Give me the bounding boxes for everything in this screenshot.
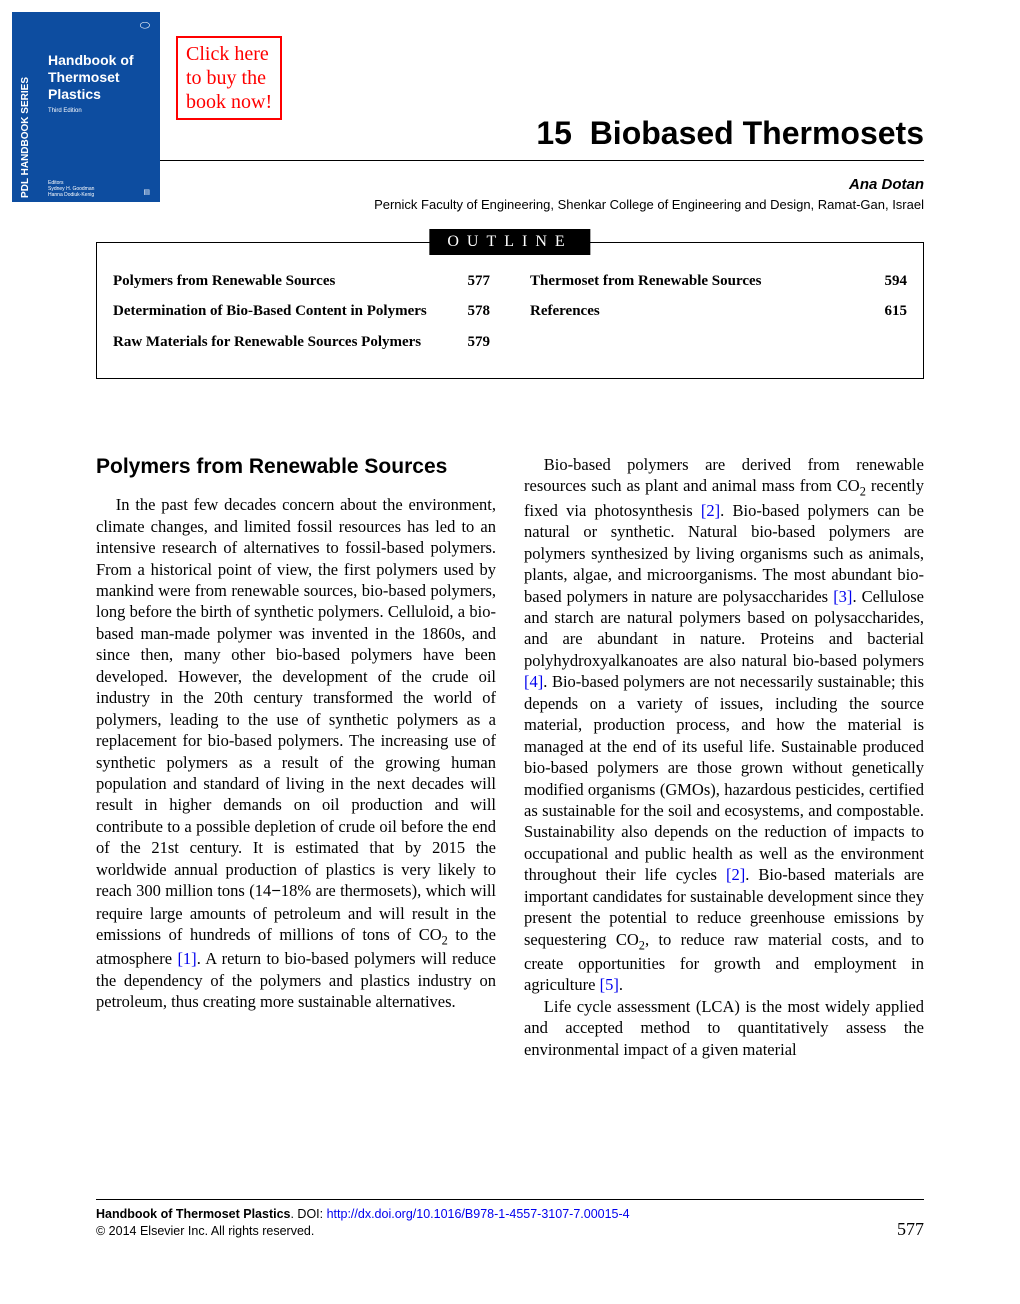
- reference-link[interactable]: [4]: [524, 672, 543, 691]
- author-block: Ana Dotan Pernick Faculty of Engineering…: [374, 176, 924, 212]
- body-text: Polymers from Renewable Sources In the p…: [96, 454, 924, 1060]
- author-affiliation: Pernick Faculty of Engineering, Shenkar …: [374, 197, 924, 212]
- chapter-header: 15 Biobased Thermosets: [160, 115, 924, 161]
- doi-link[interactable]: http://dx.doi.org/10.1016/B978-1-4557-31…: [327, 1207, 630, 1221]
- outline-item[interactable]: References 615: [530, 301, 907, 321]
- reference-link[interactable]: [5]: [600, 975, 619, 994]
- reference-link[interactable]: [1]: [177, 949, 196, 968]
- cover-editors: Editors Sydney H. Goodman Hanna Dodiuk-K…: [48, 180, 94, 198]
- chapter-title: Biobased Thermosets: [590, 115, 924, 151]
- author-name: Ana Dotan: [374, 176, 924, 193]
- body-paragraph: Life cycle assessment (LCA) is the most …: [524, 996, 924, 1060]
- buy-now-link[interactable]: Click here to buy the book now!: [176, 36, 282, 120]
- reference-link[interactable]: [2]: [701, 501, 720, 520]
- section-heading: Polymers from Renewable Sources: [96, 454, 496, 480]
- book-cover-thumbnail[interactable]: PDL HANDBOOK SERIES ⬭ Handbook of Thermo…: [12, 12, 160, 202]
- reference-link[interactable]: [3]: [833, 587, 852, 606]
- page-footer: Handbook of Thermoset Plastics. DOI: htt…: [96, 1199, 924, 1240]
- cover-edition: Third Edition: [48, 108, 150, 114]
- footer-citation: Handbook of Thermoset Plastics. DOI: htt…: [96, 1206, 630, 1223]
- publisher-logo-icon: ▤: [143, 188, 150, 196]
- body-paragraph: In the past few decades concern about th…: [96, 494, 496, 1012]
- cover-spine-text: PDL HANDBOOK SERIES: [20, 77, 31, 198]
- outline-right-column: Thermoset from Renewable Sources 594 Ref…: [530, 271, 907, 362]
- outline-item[interactable]: Polymers from Renewable Sources 577: [113, 271, 490, 291]
- outline-header: OUTLINE: [429, 229, 590, 255]
- outline-item[interactable]: Thermoset from Renewable Sources 594: [530, 271, 907, 291]
- cover-front: ⬭ Handbook of Thermoset Plastics Third E…: [38, 12, 160, 202]
- chapter-number: 15: [536, 115, 572, 151]
- left-column: Polymers from Renewable Sources In the p…: [96, 454, 496, 1060]
- outline-item[interactable]: Raw Materials for Renewable Sources Poly…: [113, 332, 490, 352]
- reference-link[interactable]: [2]: [726, 865, 745, 884]
- cover-spine: PDL HANDBOOK SERIES: [12, 12, 38, 202]
- outline-left-column: Polymers from Renewable Sources 577 Dete…: [113, 271, 490, 362]
- body-paragraph: Bio-based polymers are derived from rene…: [524, 454, 924, 996]
- footer-copyright: © 2014 Elsevier Inc. All rights reserved…: [96, 1223, 630, 1240]
- page-number: 577: [897, 1219, 924, 1240]
- right-column: Bio-based polymers are derived from rene…: [524, 454, 924, 1060]
- cover-logo-icon: ⬭: [140, 18, 150, 33]
- cover-title: Handbook of Thermoset Plastics: [48, 52, 150, 102]
- outline-box: OUTLINE Polymers from Renewable Sources …: [96, 242, 924, 379]
- outline-item[interactable]: Determination of Bio-Based Content in Po…: [113, 301, 490, 321]
